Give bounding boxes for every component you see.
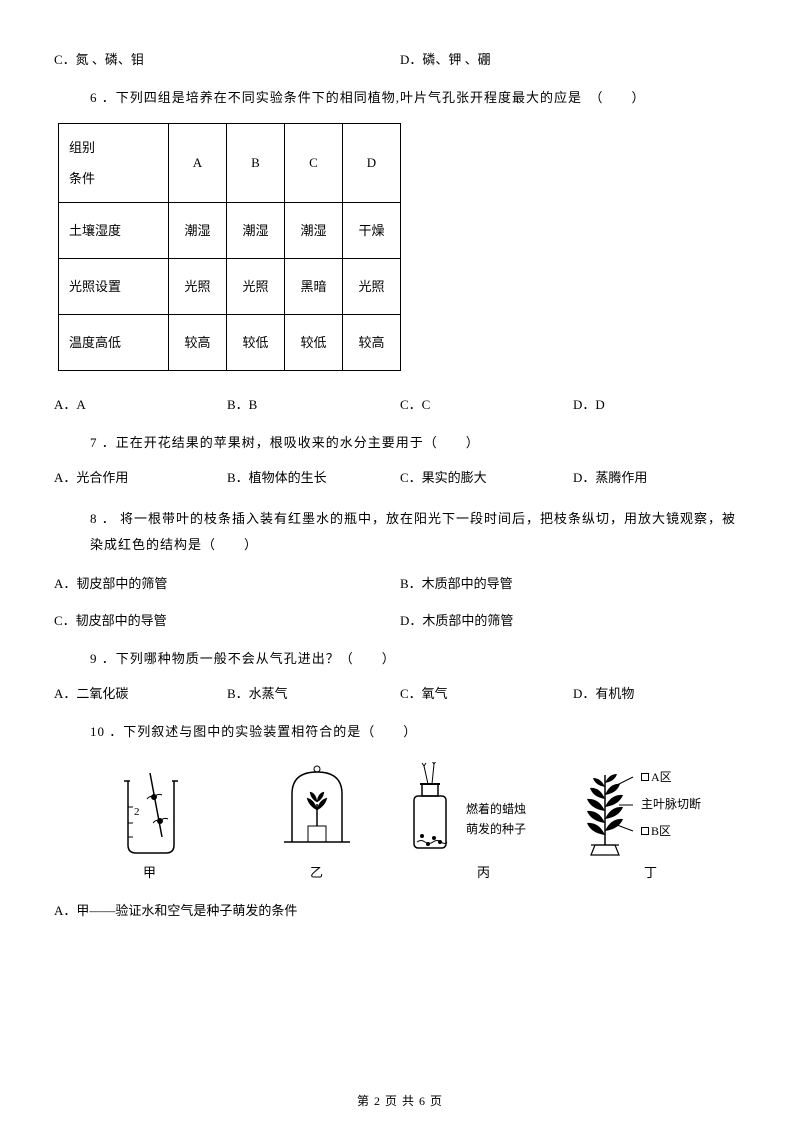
fig-d-label3: B区 — [651, 824, 671, 838]
q5-options-cd: C．氮 、磷、钼 D．磷、钾 、硼 — [54, 50, 746, 70]
q6-r1c1: 光照 — [227, 259, 285, 315]
q9-stem: 9 ．下列哪种物质一般不会从气孔进出？（ ） — [54, 649, 746, 669]
q7-option-d: D．蒸腾作用 — [573, 468, 746, 488]
figure-bing-labels: 燃着的蜡烛 萌发的种子 — [466, 799, 526, 858]
q5-option-d: D．磷、钾 、硼 — [400, 50, 746, 70]
q6-r0c1: 潮湿 — [227, 203, 285, 259]
q6-option-a: A．A — [54, 395, 227, 415]
figure-yi — [233, 762, 400, 857]
q6-option-c: C．C — [400, 395, 573, 415]
q10-option-a: A．甲——验证水和空气是种子萌发的条件 — [54, 901, 746, 921]
q6-r2c2: 较低 — [285, 315, 343, 371]
q8-stem: 8 ． 将一根带叶的枝条插入装有红墨水的瓶中，放在阳光下一段时间后，把枝条纵切，… — [54, 506, 746, 558]
beaker-icon: 2 — [110, 767, 190, 857]
bottle-icon — [400, 762, 460, 857]
q7-option-c: C．果实的膨大 — [400, 468, 573, 488]
q6-table: 组别 条件 A B C D 土壤湿度 潮湿 潮湿 潮湿 干燥 光照设置 光照 光… — [58, 123, 401, 371]
q6-option-b: B．B — [227, 395, 400, 415]
q7-stem: 7 ．正在开花结果的苹果树，根吸收来的水分主要用于（ ） — [54, 433, 746, 453]
q10-figure-labels: 甲 乙 丙 丁 — [66, 863, 734, 883]
q6-r1c0: 光照 — [169, 259, 227, 315]
q5-option-c: C．氮 、磷、钼 — [54, 50, 400, 70]
q6-row2-label: 温度高低 — [59, 315, 169, 371]
q6-col-c: C — [285, 124, 343, 203]
q6-options: A．A B．B C．C D．D — [54, 395, 746, 415]
q6-col-d: D — [343, 124, 401, 203]
q6-r1c3: 光照 — [343, 259, 401, 315]
q6-r0c0: 潮湿 — [169, 203, 227, 259]
q6-header-line2: 条件 — [69, 171, 95, 186]
q6-r1c2: 黑暗 — [285, 259, 343, 315]
q6-r2c3: 较高 — [343, 315, 401, 371]
arrow-icon — [641, 827, 649, 835]
q8-option-c: C．韧皮部中的导管 — [54, 611, 400, 631]
q6-r0c3: 干燥 — [343, 203, 401, 259]
q8-option-a: A．韧皮部中的筛管 — [54, 574, 400, 594]
q6-col-b: B — [227, 124, 285, 203]
figure-ding: A区 主叶脉切断 B区 — [567, 757, 734, 857]
figure-jia: 2 — [66, 767, 233, 857]
q9-option-d: D．有机物 — [573, 684, 746, 704]
figlabel-jia: 甲 — [66, 863, 233, 883]
fig-c-label2: 萌发的种子 — [466, 819, 526, 839]
q9-option-b: B．水蒸气 — [227, 684, 400, 704]
q6-col-a: A — [169, 124, 227, 203]
figure-bing: 燃着的蜡烛 萌发的种子 — [400, 762, 567, 857]
fig-d-label2: 主叶脉切断 — [641, 796, 701, 813]
q6-row1-label: 光照设置 — [59, 259, 169, 315]
q8-options-ab: A．韧皮部中的筛管 B．木质部中的导管 — [54, 574, 746, 594]
q6-stem: 6 ．下列四组是培养在不同实验条件下的相同植物,叶片气孔张开程度最大的应是 （ … — [54, 88, 746, 108]
figure-ding-labels: A区 主叶脉切断 B区 — [641, 757, 701, 839]
q9-option-a: A．二氧化碳 — [54, 684, 227, 704]
q6-r2c0: 较高 — [169, 315, 227, 371]
q7-option-b: B．植物体的生长 — [227, 468, 400, 488]
arrow-icon — [641, 773, 649, 781]
q6-row0-label: 土壤湿度 — [59, 203, 169, 259]
q6-header-line1: 组别 — [69, 140, 95, 155]
fig-c-label1: 燃着的蜡烛 — [466, 799, 526, 819]
q6-header-cell: 组别 条件 — [59, 124, 169, 203]
figlabel-ding: 丁 — [567, 863, 734, 883]
belljar-icon — [272, 762, 362, 857]
q7-options: A．光合作用 B．植物体的生长 C．果实的膨大 D．蒸腾作用 — [54, 468, 746, 488]
svg-text:2: 2 — [134, 806, 140, 818]
q6-r0c2: 潮湿 — [285, 203, 343, 259]
q6-r2c1: 较低 — [227, 315, 285, 371]
figlabel-yi: 乙 — [233, 863, 400, 883]
q6-option-d: D．D — [573, 395, 746, 415]
q7-option-a: A．光合作用 — [54, 468, 227, 488]
q9-option-c: C．氧气 — [400, 684, 573, 704]
q9-options: A．二氧化碳 B．水蒸气 C．氧气 D．有机物 — [54, 684, 746, 704]
figlabel-bing: 丙 — [400, 863, 567, 883]
q10-figures: 2 — [66, 757, 734, 857]
page-footer: 第 2 页 共 6 页 — [0, 1092, 800, 1110]
q8-option-b: B．木质部中的导管 — [400, 574, 746, 594]
plant-icon — [567, 757, 637, 857]
fig-d-label1: A区 — [651, 770, 672, 784]
q8-option-d: D．木质部中的筛管 — [400, 611, 746, 631]
q8-options-cd: C．韧皮部中的导管 D．木质部中的筛管 — [54, 611, 746, 631]
q10-stem: 10 ．下列叙述与图中的实验装置相符合的是（ ） — [54, 722, 746, 742]
